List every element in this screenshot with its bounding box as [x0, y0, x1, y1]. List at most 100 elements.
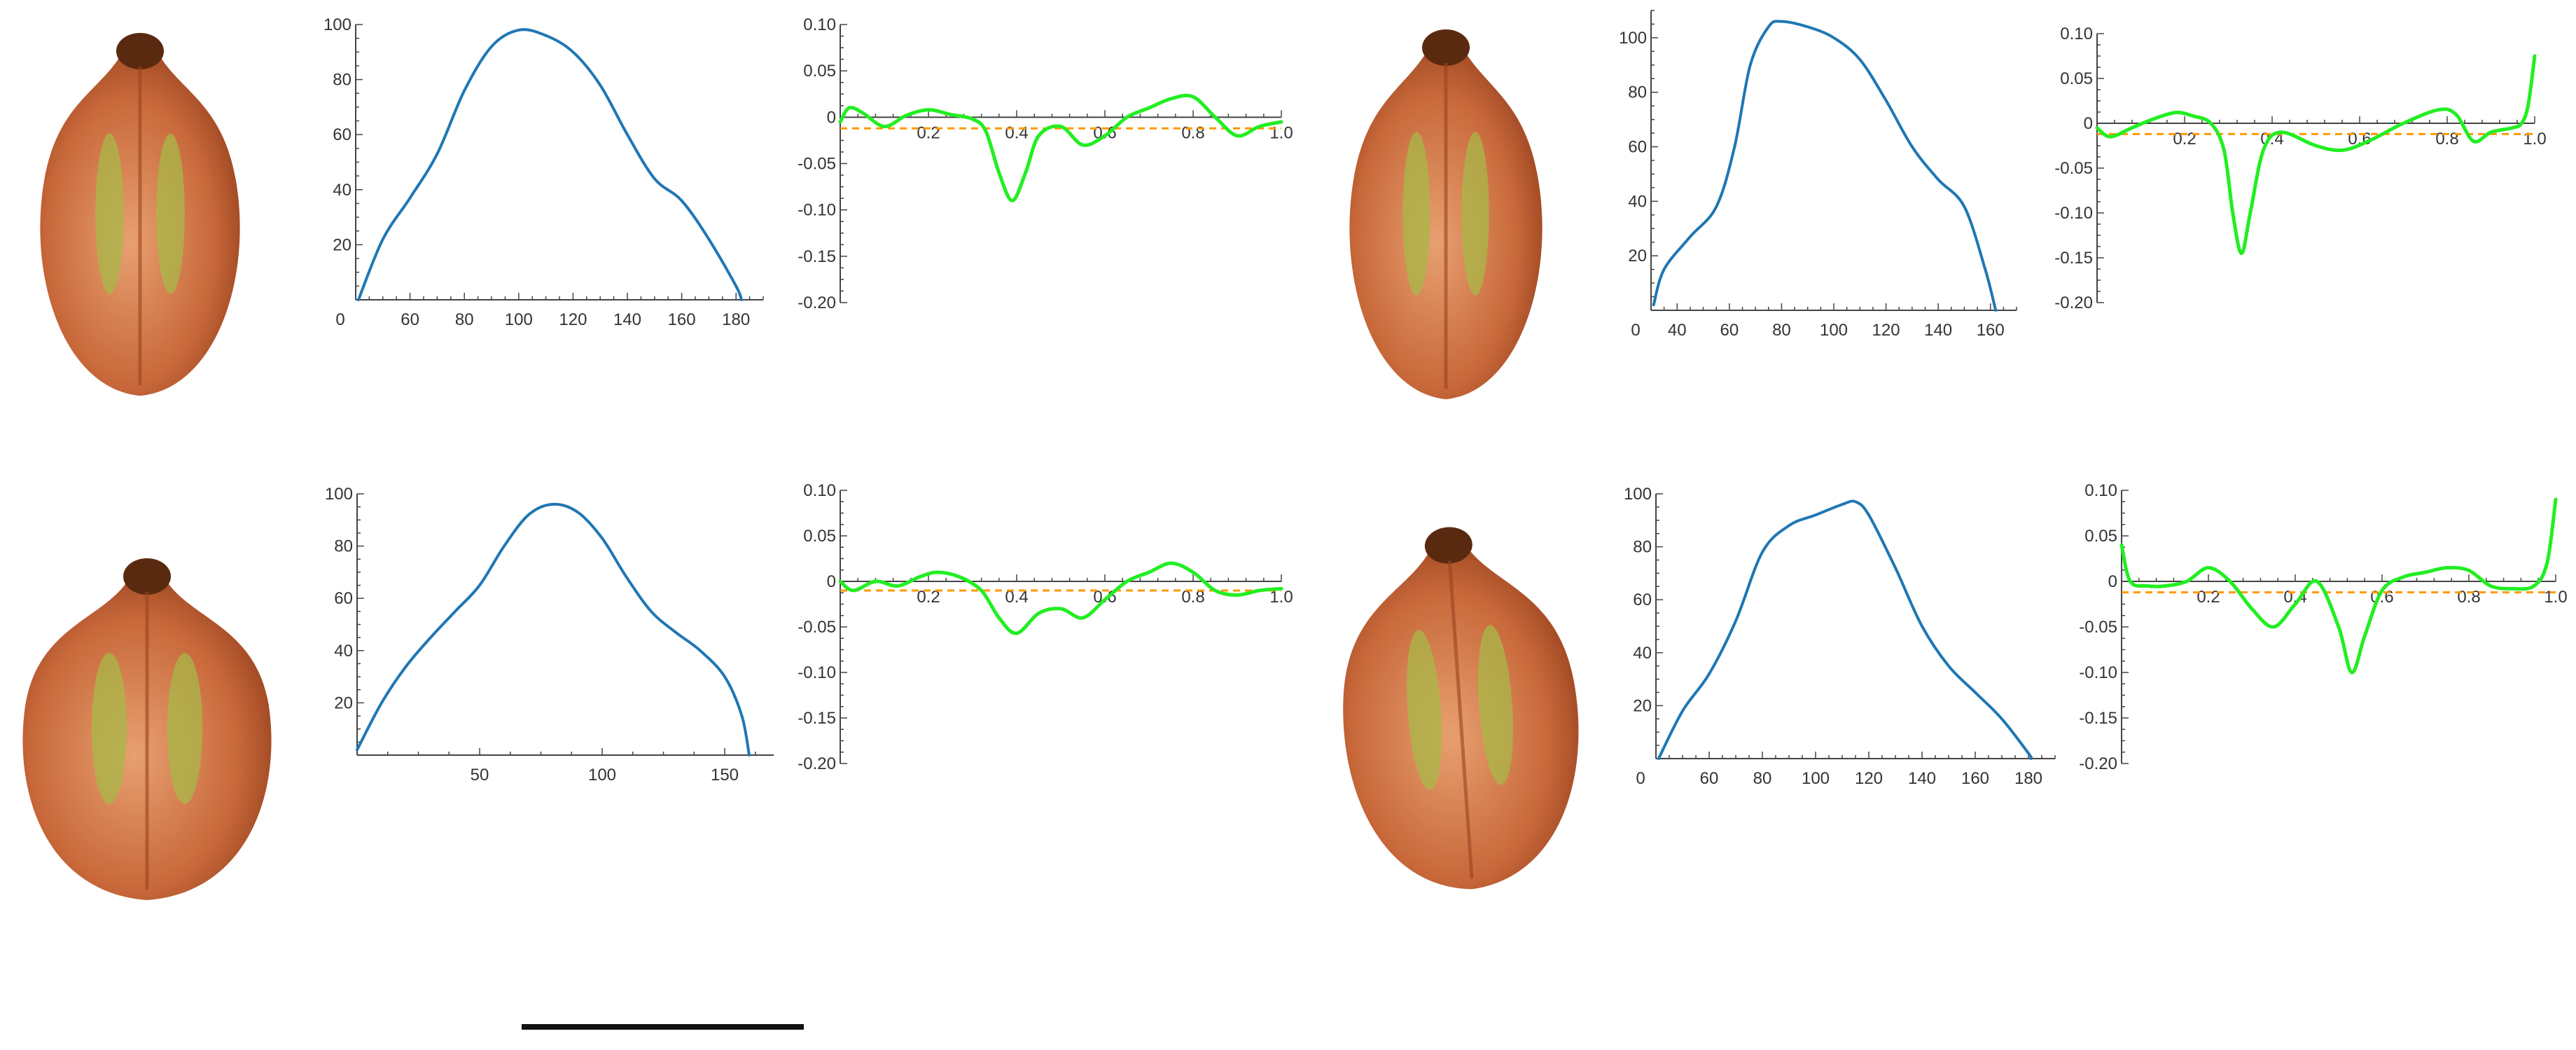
y-tick-label: 20 — [1633, 696, 1652, 715]
y-tick-label: 0 — [827, 572, 836, 591]
y-tick-label: 60 — [334, 589, 353, 608]
curvature-line — [2097, 56, 2535, 254]
seed-groove-left — [95, 134, 124, 294]
seed-tip — [116, 33, 164, 69]
y-tick-label: 100 — [323, 15, 351, 34]
y-tick-label: 80 — [1628, 83, 1647, 102]
seed-groove-right — [156, 134, 185, 294]
width-profile-line — [357, 504, 749, 755]
y-tick-label: -0.15 — [798, 247, 836, 266]
y-tick-label: 20 — [334, 693, 353, 712]
x-tick-label: 140 — [1908, 769, 1936, 788]
y-tick-label: -0.15 — [2054, 249, 2093, 268]
y-tick-label: -0.15 — [2079, 709, 2117, 728]
y-tick-label: -0.05 — [798, 155, 836, 174]
y-tick-label: 0.10 — [803, 481, 836, 500]
curvature-line — [840, 563, 1281, 633]
x-tick-label: 100 — [588, 766, 616, 785]
x-tick-label: 160 — [1961, 769, 1989, 788]
y-tick-label: 100 — [1619, 29, 1647, 48]
x-tick-label: 1.0 — [2544, 588, 2567, 607]
y-tick-label: 60 — [333, 125, 351, 144]
y-tick-label: 60 — [1628, 138, 1647, 157]
seed-photo-top-right — [1349, 29, 1542, 399]
y-tick-label: -0.05 — [2054, 159, 2093, 178]
x-tick-label: 100 — [505, 310, 533, 329]
curvature-bottom-right-chart: 0.2 0.4 0.6 0.8 1.00.100.050-0.05-0.10-0.15-… — [2079, 481, 2567, 773]
x-tick-label: 150 — [711, 766, 739, 785]
x-tick-label: 50 — [471, 766, 489, 785]
seed-photo-top-left — [40, 33, 239, 396]
x-tick-label: 80 — [1772, 321, 1791, 340]
width-profile-line — [1659, 501, 2032, 759]
y-tick-label: 0.05 — [2084, 527, 2117, 546]
x-tick-label: 0.2 — [2173, 130, 2196, 148]
seed-groove-right — [167, 653, 202, 804]
x-tick-label: 160 — [668, 310, 696, 329]
y-tick-label: -0.10 — [2079, 663, 2117, 682]
y-tick-label: 0.05 — [2060, 69, 2093, 88]
y-tick-label: -0.20 — [798, 293, 836, 312]
curvature-line — [2122, 499, 2556, 672]
y-tick-label: 40 — [1633, 644, 1652, 663]
x-tick-label: 60 — [401, 310, 419, 329]
x-tick-label: 0.8 — [2435, 130, 2458, 148]
y-tick-label: -0.15 — [798, 709, 836, 728]
y-tick-label: 0 — [2084, 114, 2093, 133]
y-tick-label: -0.05 — [798, 618, 836, 637]
y-tick-label: 20 — [333, 235, 351, 254]
x-tick-label: 100 — [1802, 769, 1830, 788]
x-tick-label: 120 — [559, 310, 587, 329]
seed-groove-right — [1461, 132, 1489, 295]
y-tick-label: 80 — [1633, 538, 1652, 557]
y-tick-label: -0.10 — [798, 663, 836, 682]
seed-groove-left — [1402, 132, 1430, 295]
x-tick-label: 60 — [1700, 769, 1719, 788]
profile-bottom-left-chart: 50 100 150 20 40 60 80 100 — [325, 485, 774, 785]
y-tick-label: -0.05 — [2079, 618, 2117, 637]
x-tick-label: 180 — [722, 310, 750, 329]
y-tick-label: -0.20 — [2079, 754, 2117, 773]
x-tick-label: 0.8 — [2457, 588, 2480, 607]
y-tick-label: 0 — [2108, 572, 2117, 591]
y-tick-label: 0.05 — [803, 62, 836, 81]
y-tick-label: 60 — [1633, 590, 1652, 609]
y-tick-label: 20 — [1628, 247, 1647, 265]
y-tick-label: 0.10 — [803, 15, 836, 34]
x-tick-label: 1.0 — [2523, 130, 2546, 148]
x-tick-label: 80 — [1753, 769, 1772, 788]
x-tick-label: 120 — [1872, 321, 1900, 340]
width-profile-line — [358, 29, 742, 300]
y-tick-label: -0.10 — [2054, 204, 2093, 223]
x-tick-label: 0.8 — [1181, 123, 1204, 142]
figure-canvas: 60 80 100 120 140 160 1802040608010000.2 0.4 0.6… — [0, 0, 2576, 1050]
y-tick-label: 40 — [334, 642, 353, 661]
x-tick-label: 60 — [1720, 321, 1739, 340]
seed-groove-left — [92, 653, 127, 804]
x-tick-label: 40 — [1668, 321, 1687, 340]
x-tick-label: 80 — [455, 310, 474, 329]
origin-tick-label: 0 — [1631, 321, 1640, 340]
x-tick-label: 180 — [2014, 769, 2042, 788]
y-tick-label: 0.10 — [2060, 25, 2093, 43]
x-tick-label: 0.2 — [2196, 588, 2220, 607]
y-tick-label: 0.10 — [2084, 481, 2117, 500]
y-tick-label: 40 — [1628, 192, 1647, 211]
curvature-top-right-chart: 0.2 0.4 0.6 0.8 1.00.100.050-0.05-0.10-0.15-… — [2054, 25, 2546, 312]
width-profile-line — [1654, 21, 1996, 310]
x-tick-label: 120 — [1855, 769, 1883, 788]
x-tick-label: 140 — [1924, 321, 1952, 340]
y-tick-label: 80 — [334, 537, 353, 556]
profile-bottom-right-chart: 60 80 100 120 140 160 180 20 40 60 80 100 0 — [1624, 485, 2055, 788]
origin-tick-label: 0 — [1636, 769, 1645, 788]
seed-photo-bottom-right — [1330, 519, 1589, 897]
seed-tip — [123, 558, 171, 595]
y-tick-label: 100 — [1624, 485, 1652, 504]
x-tick-label: 0.4 — [1005, 123, 1028, 142]
origin-tick-label: 0 — [335, 310, 344, 329]
curvature-top-left-chart: 0.2 0.4 0.6 0.8 1.00.100.050-0.05-0.10-0.15-… — [798, 15, 1293, 312]
y-tick-label: -0.20 — [798, 754, 836, 773]
x-tick-label: 140 — [613, 310, 641, 329]
seed-photo-bottom-left — [22, 558, 271, 900]
seed-tip — [1422, 29, 1470, 66]
